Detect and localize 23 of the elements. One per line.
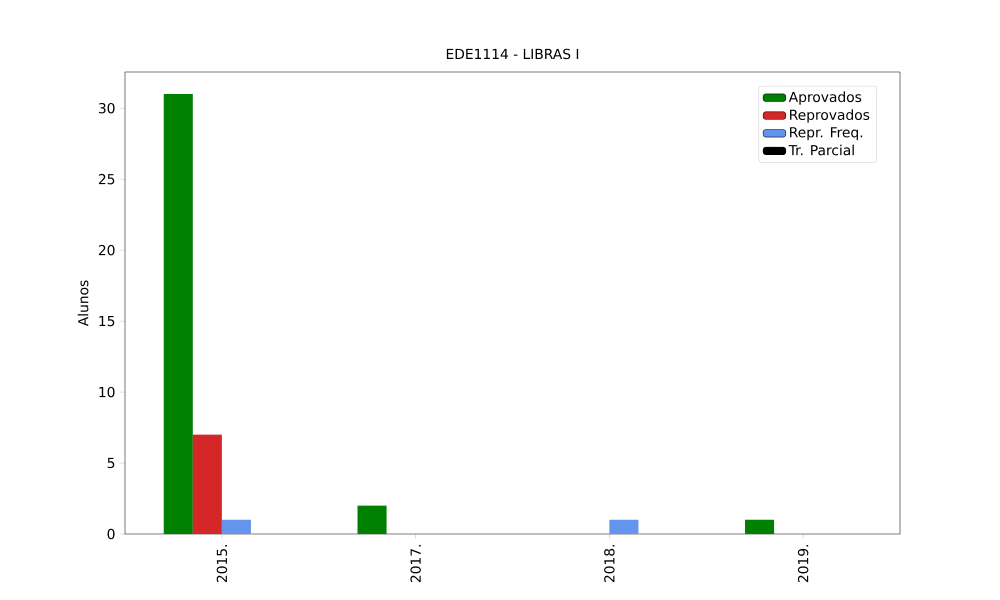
y-axis-title: Alunos: [78, 280, 88, 326]
bar: [164, 94, 193, 534]
y-tick-label: 15: [99, 316, 114, 326]
x-tick-label: 2019.: [798, 545, 808, 582]
legend-label: Repr. Freq.: [790, 127, 862, 140]
bar: [358, 506, 387, 534]
legend-label: Tr. Parcial: [788, 144, 854, 156]
y-tick-label: 0: [108, 528, 115, 540]
y-tick-label: 30: [98, 102, 115, 114]
y-tick-label: 10: [99, 386, 115, 398]
y-tick-label: 20: [98, 244, 115, 256]
y-tick-label: 5: [108, 458, 114, 468]
chart-title: EDE1114 - LIBRAS I: [446, 48, 578, 60]
legend-label: Aprovados: [788, 91, 862, 105]
x-tick-label: 2018.: [604, 545, 615, 582]
x-tick-label: 2015.: [216, 545, 228, 582]
x-tick-label: 2017.: [410, 545, 421, 582]
y-tick-label: 25: [98, 174, 114, 184]
bar: [745, 520, 774, 534]
bar: [192, 434, 222, 534]
bar: [609, 520, 638, 534]
bar: [222, 520, 251, 534]
legend-label: Reprovados: [790, 109, 870, 123]
